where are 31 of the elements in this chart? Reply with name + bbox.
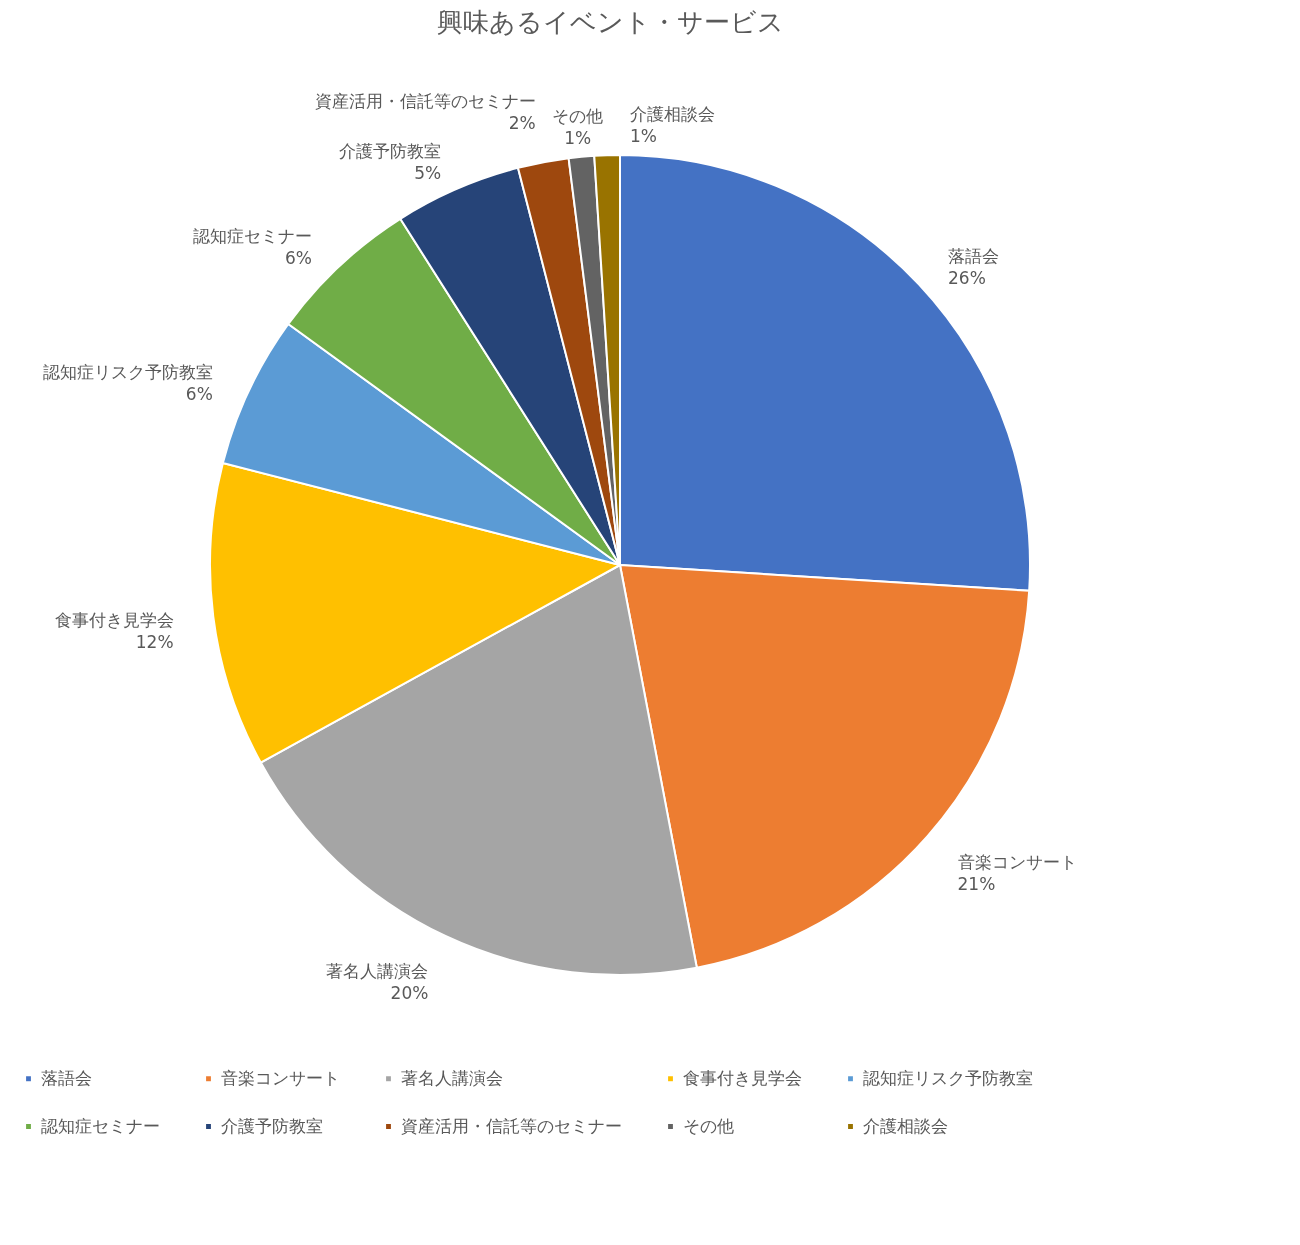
data-label: 5%	[414, 163, 442, 184]
data-label: 1%	[630, 126, 657, 147]
slice-label: 落語会	[948, 245, 1000, 266]
legend-label: 食事付き見学会	[683, 1067, 802, 1088]
slice-label: 資産活用・信託等のセミナー	[314, 91, 536, 112]
legend-label: 認知症セミナー	[41, 1115, 160, 1136]
data-label: 26%	[948, 267, 986, 288]
slice-label: 認知症リスク予防教室	[42, 362, 213, 383]
slice-label: 音楽コンサート	[957, 851, 1077, 872]
data-label: 12%	[135, 632, 174, 653]
slice-label: 食事付き見学会	[54, 610, 174, 631]
data-label: 6%	[284, 247, 312, 268]
slice-label: その他	[552, 106, 604, 126]
slice-label: 認知症セミナー	[192, 225, 312, 246]
legend-label: 音楽コンサート	[221, 1067, 340, 1088]
legend-label: その他	[683, 1115, 734, 1136]
legend-label: 落語会	[41, 1067, 92, 1088]
legend-label: 著名人講演会	[401, 1067, 503, 1088]
legend-label: 介護相談会	[863, 1115, 948, 1136]
data-label: 21%	[957, 873, 996, 894]
slice-label: 介護予防教室	[339, 141, 442, 162]
slice-label: 著名人講演会	[326, 961, 429, 982]
data-label: 6%	[185, 384, 213, 405]
data-label: 2%	[508, 113, 536, 134]
legend-label: 資産活用・信託等のセミナー	[401, 1115, 622, 1136]
chart-title: 興味あるイベント・サービス	[436, 7, 784, 37]
legend-label: 認知症リスク予防教室	[863, 1067, 1033, 1088]
legend-label: 介護予防教室	[221, 1115, 323, 1136]
data-label: 20%	[390, 983, 429, 1004]
slice-label: 介護相談会	[630, 104, 715, 125]
data-label: 1%	[564, 128, 592, 148]
